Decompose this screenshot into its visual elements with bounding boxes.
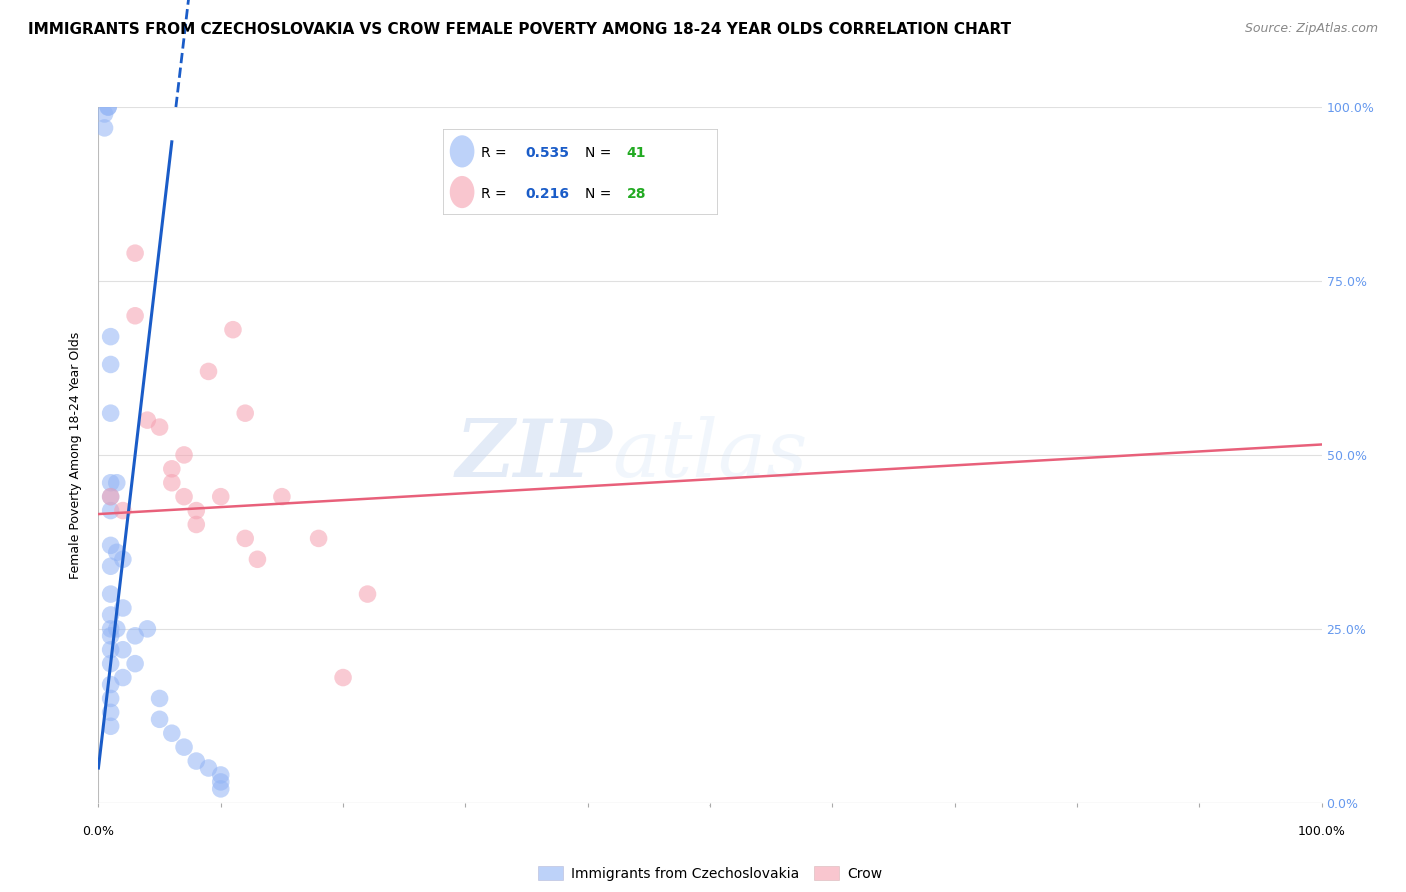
Point [100, 358, 122, 372]
Text: ZIP: ZIP [456, 417, 612, 493]
Text: R =: R = [481, 186, 512, 201]
Y-axis label: Female Poverty Among 18-24 Year Olds: Female Poverty Among 18-24 Year Olds [69, 331, 83, 579]
Point [124, 309, 146, 323]
Point [111, 642, 134, 657]
Point [186, 503, 208, 517]
Point [270, 490, 292, 504]
Point [100, 642, 122, 657]
Point [100, 629, 122, 643]
Point [93, 107, 115, 121]
Point [233, 532, 256, 546]
Text: IMMIGRANTS FROM CZECHOSLOVAKIA VS CROW FEMALE POVERTY AMONG 18-24 YEAR OLDS CORR: IMMIGRANTS FROM CZECHOSLOVAKIA VS CROW F… [28, 22, 1011, 37]
Legend: Immigrants from Czechoslovakia, Crow: Immigrants from Czechoslovakia, Crow [533, 861, 887, 887]
Point [97, 100, 120, 114]
Point [173, 448, 195, 462]
Text: 28: 28 [627, 186, 647, 201]
Point [149, 712, 172, 726]
Point [173, 490, 195, 504]
Point [100, 657, 122, 671]
Text: 41: 41 [627, 146, 647, 160]
Text: 0.535: 0.535 [526, 146, 569, 160]
Text: atlas: atlas [612, 417, 807, 493]
Text: R =: R = [481, 146, 512, 160]
Point [332, 671, 354, 685]
Point [160, 462, 183, 476]
Point [100, 503, 122, 517]
Point [136, 413, 159, 427]
Point [111, 503, 134, 517]
Point [111, 552, 134, 566]
Point [100, 490, 122, 504]
Point [209, 768, 232, 782]
Point [105, 545, 128, 559]
Point [308, 532, 330, 546]
Point [111, 601, 134, 615]
Point [100, 607, 122, 622]
Point [100, 329, 122, 343]
Text: 0.216: 0.216 [526, 186, 569, 201]
Point [105, 475, 128, 490]
Point [93, 120, 115, 135]
Text: N =: N = [585, 146, 616, 160]
Point [100, 622, 122, 636]
Point [173, 740, 195, 755]
Point [100, 691, 122, 706]
Point [124, 246, 146, 260]
Text: Source: ZipAtlas.com: Source: ZipAtlas.com [1244, 22, 1378, 36]
Point [356, 587, 378, 601]
Ellipse shape [450, 136, 474, 168]
Point [97, 100, 120, 114]
Point [209, 490, 232, 504]
Point [100, 587, 122, 601]
Point [100, 538, 122, 552]
Point [186, 754, 208, 768]
Point [209, 775, 232, 789]
Point [100, 490, 122, 504]
Point [160, 475, 183, 490]
Point [233, 406, 256, 420]
Ellipse shape [450, 176, 474, 208]
Point [149, 420, 172, 434]
Point [209, 781, 232, 796]
Point [100, 719, 122, 733]
Point [136, 622, 159, 636]
Text: N =: N = [585, 186, 616, 201]
Point [100, 706, 122, 720]
Point [197, 364, 219, 378]
Point [124, 657, 146, 671]
Point [197, 761, 219, 775]
Point [186, 517, 208, 532]
Point [149, 691, 172, 706]
Text: 0.0%: 0.0% [83, 825, 114, 838]
Point [100, 475, 122, 490]
Point [100, 677, 122, 691]
Point [222, 323, 245, 337]
Point [100, 406, 122, 420]
Point [124, 629, 146, 643]
Point [246, 552, 269, 566]
Point [105, 622, 128, 636]
Text: 100.0%: 100.0% [1298, 825, 1346, 838]
Point [100, 559, 122, 574]
Point [111, 671, 134, 685]
Point [160, 726, 183, 740]
